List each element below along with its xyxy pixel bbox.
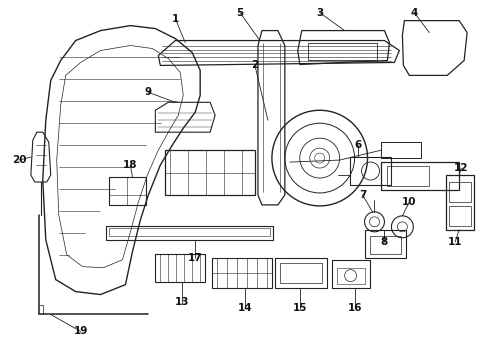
Text: 11: 11: [448, 237, 463, 247]
Text: 16: 16: [347, 302, 362, 312]
Text: 14: 14: [238, 302, 252, 312]
Bar: [369, 236, 401, 254]
Text: 7: 7: [359, 190, 366, 200]
Text: 17: 17: [188, 253, 202, 263]
Bar: [382, 162, 459, 190]
Text: 3: 3: [316, 8, 323, 18]
Text: 15: 15: [293, 302, 307, 312]
Text: 5: 5: [236, 8, 244, 18]
Bar: [212, 258, 272, 288]
Text: 18: 18: [123, 160, 138, 170]
Bar: [108, 177, 147, 205]
Bar: [275, 258, 327, 288]
Bar: [382, 142, 421, 158]
Bar: [446, 175, 474, 230]
Text: 9: 9: [145, 87, 152, 97]
Bar: [449, 182, 471, 202]
Text: 2: 2: [251, 60, 259, 71]
Text: 1: 1: [172, 14, 179, 24]
Bar: [280, 263, 322, 283]
Bar: [388, 166, 429, 186]
Bar: [308, 42, 377, 60]
Text: 19: 19: [74, 327, 88, 336]
Bar: [349, 157, 392, 185]
Text: 8: 8: [381, 237, 388, 247]
Text: 13: 13: [175, 297, 190, 306]
Bar: [165, 150, 255, 195]
Bar: [105, 226, 273, 240]
Bar: [337, 268, 365, 284]
Text: 4: 4: [411, 8, 418, 18]
Bar: [155, 254, 205, 282]
Text: 10: 10: [402, 197, 416, 207]
Text: 12: 12: [454, 163, 468, 173]
Text: 20: 20: [12, 155, 26, 165]
Bar: [108, 228, 270, 236]
Text: 6: 6: [354, 140, 361, 150]
Bar: [332, 260, 369, 288]
Bar: [365, 230, 406, 258]
Bar: [449, 206, 471, 226]
